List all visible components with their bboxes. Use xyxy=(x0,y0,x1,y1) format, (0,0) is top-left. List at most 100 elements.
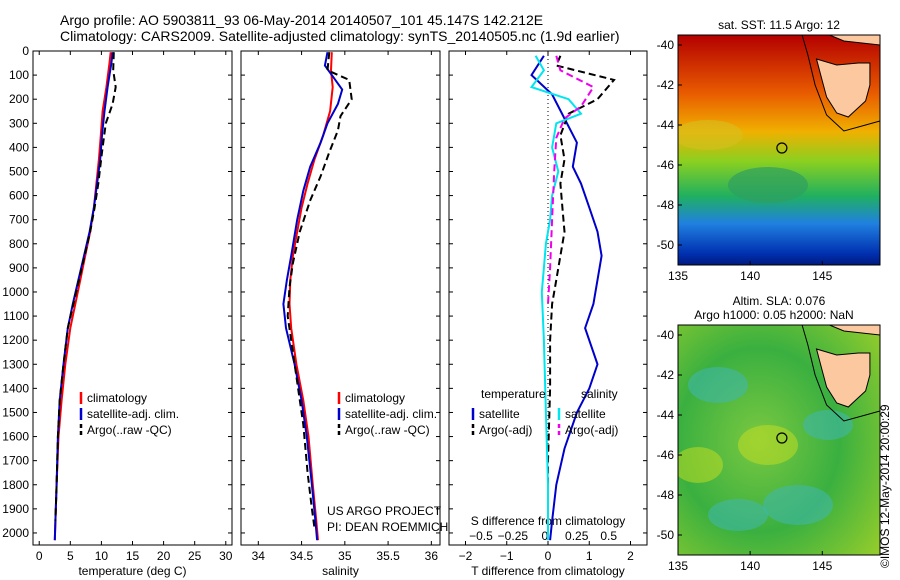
series-line xyxy=(547,55,595,305)
ytick-label: 200 xyxy=(9,92,29,106)
map-ytick-label: -48 xyxy=(657,198,675,212)
ytick-label: 1100 xyxy=(3,309,29,323)
series-line xyxy=(529,55,583,541)
series-line xyxy=(547,55,616,521)
map-xtick-label: 145 xyxy=(812,269,832,283)
ytick-label: 1000 xyxy=(2,285,29,299)
legend-label: climatology xyxy=(345,391,405,405)
sst-map-field xyxy=(678,35,880,265)
map-ytick-label: -42 xyxy=(657,78,675,92)
sst-patch xyxy=(678,120,743,150)
ytick-label: 1400 xyxy=(2,381,29,395)
temperature-xlabel: temperature (deg C) xyxy=(78,564,186,578)
legend-label: Argo(..raw -QC) xyxy=(87,423,172,437)
xtick-label: 15 xyxy=(126,549,140,563)
isobath-contour xyxy=(801,325,880,422)
sla-patch xyxy=(738,425,798,465)
sla-map-frame xyxy=(677,324,881,556)
map-xtick-label: 135 xyxy=(668,559,688,573)
plot-title-line2: Climatology: CARS2009. Satellite-adjuste… xyxy=(60,28,620,44)
xtick-label: 0 xyxy=(36,549,43,563)
ytick-label: 400 xyxy=(9,140,29,154)
ytick-label: 1900 xyxy=(2,502,29,516)
map-xtick-label: 140 xyxy=(740,269,760,283)
series-line xyxy=(288,52,334,541)
legend-label: satellite xyxy=(479,407,520,421)
sla-map: -40 -42 -44 -46 -48 -50 135 140 145 Altim. SLA: 0… xyxy=(657,294,881,573)
temperature-panel: 0100200300400500600700800900100011001200… xyxy=(2,44,232,578)
legend-label: satellite-adj. clim. xyxy=(87,407,179,421)
ytick-label: 500 xyxy=(9,164,29,178)
argo-position-marker xyxy=(776,142,788,154)
xtick-label: 34.5 xyxy=(290,549,314,563)
land-mainland xyxy=(829,325,880,336)
sla-patch xyxy=(688,367,748,403)
sst-map-frame xyxy=(677,34,881,266)
argo-position-marker xyxy=(776,432,788,444)
ytick-label: 1700 xyxy=(2,454,29,468)
map-title: Altim. SLA: 0.076 xyxy=(733,294,826,308)
ytick-label: 1200 xyxy=(2,333,29,347)
map-ytick-label: -40 xyxy=(657,328,675,342)
xtick-label: −1 xyxy=(500,549,514,563)
xtick-label: 0 xyxy=(545,549,552,563)
land-tasmania xyxy=(815,58,871,118)
map-ytick-label: -46 xyxy=(657,158,675,172)
xtick-label: 1 xyxy=(586,549,593,563)
sla-patch xyxy=(803,410,853,440)
sst-map: -40 -42 -44 -46 -48 -50 135 140 145 sat. SST: 11.… xyxy=(657,18,881,283)
sla-patch xyxy=(708,499,768,531)
legend-group-title: temperature xyxy=(481,387,546,401)
difference-xlabel: T difference from climatology xyxy=(471,564,625,578)
ytick-label: 1500 xyxy=(2,405,29,419)
legend-label: Argo(-adj) xyxy=(565,423,618,437)
isobath-contour xyxy=(801,35,880,132)
xtick-label: 25 xyxy=(188,549,202,563)
ytick-label: 1300 xyxy=(2,357,29,371)
sla-patch xyxy=(678,447,723,483)
series-line xyxy=(282,52,344,541)
x2tick-label: −0.25 xyxy=(498,529,529,543)
legend-label: Argo(..raw -QC) xyxy=(345,423,430,437)
xtick-label: 30 xyxy=(219,549,233,563)
xtick-label: 10 xyxy=(95,549,109,563)
temperature-axes-box xyxy=(32,50,233,546)
project-annotation: US ARGO PROJECT xyxy=(327,504,442,518)
sla-map-field xyxy=(678,325,880,555)
xtick-label: 5 xyxy=(67,549,74,563)
legend-label: satellite-adj. clim. xyxy=(345,407,437,421)
ytick-label: 0 xyxy=(22,44,29,58)
map-ytick-label: -46 xyxy=(657,448,675,462)
legend-label: climatology xyxy=(87,391,147,405)
salinity-axes-box xyxy=(240,50,441,546)
map-ytick-label: -48 xyxy=(657,488,675,502)
ytick-label: 300 xyxy=(9,116,29,130)
map-xtick-label: 145 xyxy=(812,559,832,573)
sla-patch xyxy=(763,485,833,525)
plot-title-line1: Argo profile: AO 5903811_93 06-May-2014 … xyxy=(60,12,544,28)
ytick-label: 800 xyxy=(9,237,29,251)
xtick-label: −2 xyxy=(459,549,473,563)
map-ytick-label: -50 xyxy=(657,238,675,252)
land-tasmania xyxy=(815,348,871,408)
map-title: sat. SST: 11.5 Argo: 12 xyxy=(718,18,840,32)
x2tick-label: −0.5 xyxy=(469,529,493,543)
xtick-label: 2 xyxy=(627,549,634,563)
ytick-label: 900 xyxy=(9,261,29,275)
series-line xyxy=(530,55,603,541)
xtick-label: 36 xyxy=(425,549,439,563)
series-line xyxy=(54,52,117,521)
legend-group-title: salinity xyxy=(581,387,618,401)
x2tick-label: 0.5 xyxy=(600,529,617,543)
map-ytick-label: -40 xyxy=(657,38,675,52)
xtick-label: 34 xyxy=(252,549,266,563)
map-xtick-label: 135 xyxy=(668,269,688,283)
xtick-label: 35.5 xyxy=(376,549,400,563)
timestamp-stamp: ©IMOS 12-May-2014 20:00:29 xyxy=(878,404,892,568)
xtick-label: 20 xyxy=(157,549,171,563)
x2tick-label: 0.25 xyxy=(565,529,589,543)
map-ytick-label: -44 xyxy=(657,408,675,422)
map-xtick-label: 140 xyxy=(740,559,760,573)
